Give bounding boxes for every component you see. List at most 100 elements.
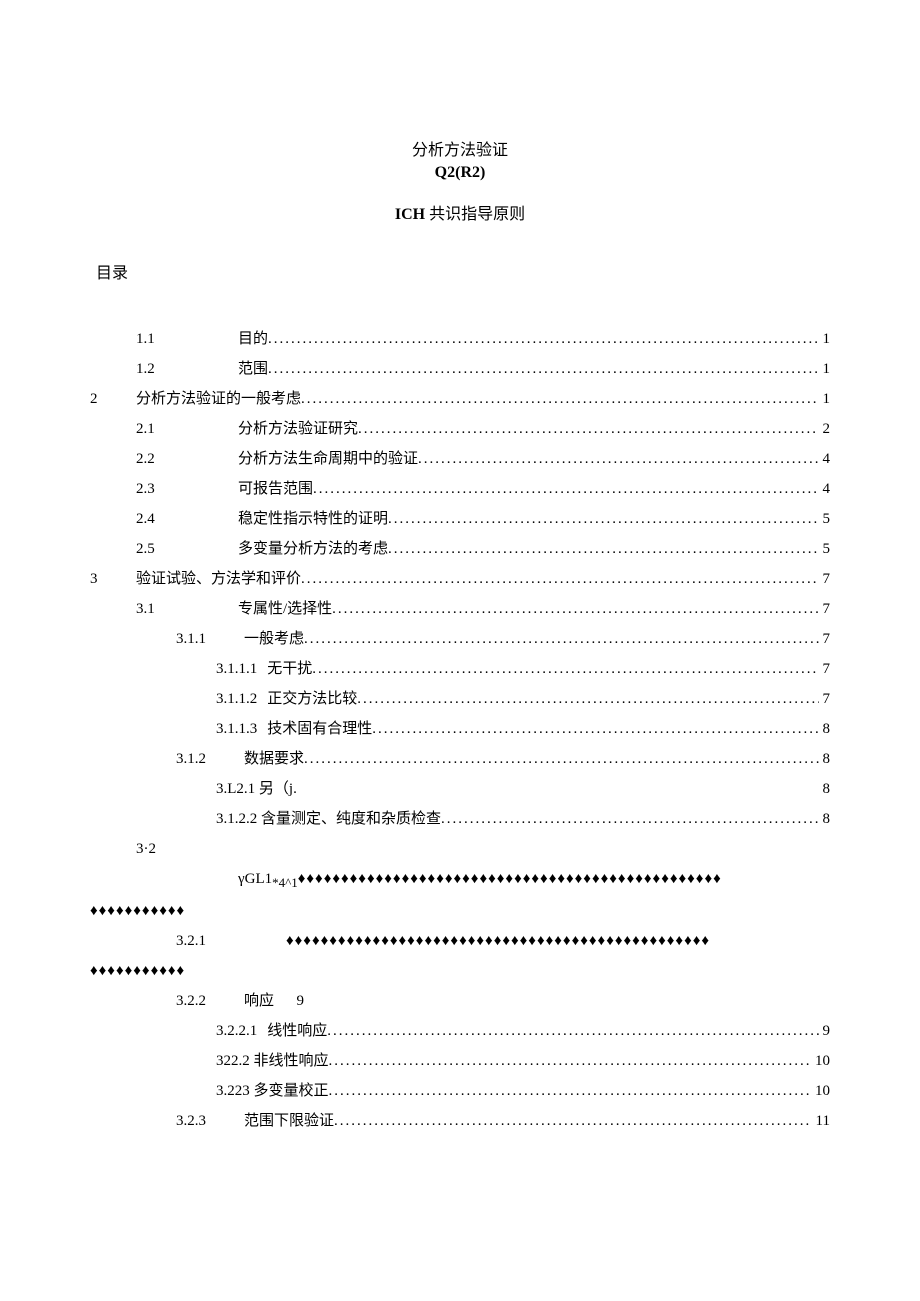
toc-text: 响应 xyxy=(244,986,274,1016)
toc-entry: 3.1.1.1 无干扰..............................… xyxy=(216,654,830,684)
toc-entry: 3.2.3范围下限验证.............................… xyxy=(90,1106,830,1136)
toc-page-number: 4 xyxy=(819,444,831,474)
title-code: Q2(R2) xyxy=(90,162,830,184)
toc-text: 专属性/选择性 xyxy=(238,594,332,624)
toc-number: 3.2.2 xyxy=(176,986,244,1016)
toc-number: 3.1 xyxy=(136,594,238,624)
toc-gap xyxy=(274,986,297,1016)
toc-entry: 3.1.1.3技术固有合理性..........................… xyxy=(216,714,830,744)
toc-page-number: 7 xyxy=(819,654,831,684)
toc-entry: 3.2.2.1线性响应.............................… xyxy=(216,1016,830,1046)
toc-entry: 3·2 xyxy=(90,834,830,864)
toc-entry: 2.2分析方法生命周期中的验证.........................… xyxy=(90,444,830,474)
toc-entry: 3.2.2响应 9 xyxy=(90,986,830,1016)
toc-page-number: 7 xyxy=(819,564,831,594)
toc-entry: 2.3可报告范围................................… xyxy=(90,474,830,504)
toc-leader-dots: ........................................… xyxy=(372,714,818,744)
toc-page-number: 10 xyxy=(811,1046,830,1076)
toc-number: 3 xyxy=(90,564,136,594)
toc-text: 稳定性指示特性的证明 xyxy=(238,504,388,534)
toc-text: 可报告范围 xyxy=(238,474,313,504)
toc-leader-dots: ........................................… xyxy=(358,414,818,444)
toc-leader-dots: ........................................… xyxy=(304,624,818,654)
toc-page-number: 7 xyxy=(819,594,831,624)
toc-text: γGL1*4^1 xyxy=(238,864,298,896)
toc-page-number: 1 xyxy=(819,324,831,354)
toc-page-number: 1 xyxy=(819,354,831,384)
toc-text: 3.L2.1 另（j. xyxy=(216,774,297,804)
toc-diamonds: ♦♦♦♦♦♦♦♦♦♦♦ xyxy=(90,956,185,986)
subtitle-prefix: ICH xyxy=(395,206,425,223)
toc-number: 2.5 xyxy=(136,534,238,564)
toc-leader-dots: ........................................… xyxy=(334,1106,812,1136)
toc-entry: 3.2.1♦♦♦♦♦♦♦♦♦♦♦♦♦♦♦♦♦♦♦♦♦♦♦♦♦♦♦♦♦♦♦♦♦♦♦… xyxy=(90,926,830,956)
toc-leader-dots: ........................................… xyxy=(332,594,818,624)
toc-number: 3.2.3 xyxy=(176,1106,244,1136)
toc-entry: 3.223 多变量校正.............................… xyxy=(216,1076,830,1106)
toc-entry: 2.5多变量分析方法的考虑...........................… xyxy=(90,534,830,564)
toc-number: 3.1.1 xyxy=(176,624,244,654)
toc-text: 无干扰 xyxy=(267,654,312,684)
toc-number: 3.2.2.1 xyxy=(216,1016,257,1046)
toc-entry: 3.1专属性/选择性..............................… xyxy=(90,594,830,624)
toc-leader-dots: ........................................… xyxy=(304,744,818,774)
toc-leader-dots: ........................................… xyxy=(268,324,818,354)
toc-leader-dots: ........................................… xyxy=(301,564,818,594)
table-of-contents: 1.1目的...................................… xyxy=(90,324,830,1136)
toc-number: 2.2 xyxy=(136,444,238,474)
toc-entry: 1.2范围...................................… xyxy=(90,354,830,384)
toc-entry: 2.4稳定性指示特性的证明...........................… xyxy=(90,504,830,534)
toc-number: 3·2 xyxy=(136,834,238,864)
subtitle-rest: 共识指导原则 xyxy=(425,206,525,223)
toc-page-number: 2 xyxy=(819,414,831,444)
toc-number: 3.1.1.3 xyxy=(216,714,257,744)
subtitle: ICH 共识指导原则 xyxy=(90,201,830,230)
toc-leader-dots: ........................................… xyxy=(388,504,818,534)
toc-entry: 322.2 非线性响应.............................… xyxy=(216,1046,830,1076)
toc-text: 范围 xyxy=(238,354,268,384)
toc-number: 3.1.1.1 xyxy=(216,654,257,684)
toc-number: 3.2.1 xyxy=(176,926,286,956)
toc-page-number: 4 xyxy=(819,474,831,504)
toc-page-number: 8 xyxy=(819,804,831,834)
document-header: 分析方法验证 Q2(R2) ICH 共识指导原则 xyxy=(90,140,830,230)
toc-leader-dots: ........................................… xyxy=(312,654,818,684)
toc-entry: 3.1.2.2 含量测定、纯度和杂质检查....................… xyxy=(216,804,830,834)
toc-text: 3.223 多变量校正 xyxy=(216,1076,329,1106)
toc-text: 分析方法生命周期中的验证 xyxy=(238,444,418,474)
toc-page-number: 8 xyxy=(819,714,831,744)
toc-number: 3.1.2 xyxy=(176,744,244,774)
toc-entry: ♦♦♦♦♦♦♦♦♦♦♦ xyxy=(90,896,830,926)
toc-entry: γGL1*4^1♦♦♦♦♦♦♦♦♦♦♦♦♦♦♦♦♦♦♦♦♦♦♦♦♦♦♦♦♦♦♦♦… xyxy=(238,864,830,896)
toc-number: 3.1.1.2 xyxy=(216,684,257,714)
toc-number: 2.1 xyxy=(136,414,238,444)
title-main: 分析方法验证 xyxy=(90,140,830,162)
toc-entry: 2分析方法验证的一般考虑............................… xyxy=(90,384,830,414)
toc-leader-dots: ........................................… xyxy=(418,444,818,474)
toc-diamonds: ♦♦♦♦♦♦♦♦♦♦♦♦♦♦♦♦♦♦♦♦♦♦♦♦♦♦♦♦♦♦♦♦♦♦♦♦♦♦♦♦… xyxy=(298,864,830,894)
toc-entry: ♦♦♦♦♦♦♦♦♦♦♦ xyxy=(90,956,830,986)
toc-number: 2.4 xyxy=(136,504,238,534)
toc-page-number: 8 xyxy=(819,774,831,804)
toc-entry: 3验证试验、方法学和评价............................… xyxy=(90,564,830,594)
toc-number: 1.1 xyxy=(136,324,238,354)
toc-number: 2 xyxy=(90,384,136,414)
toc-text: 目的 xyxy=(238,324,268,354)
toc-number: 1.2 xyxy=(136,354,238,384)
toc-leader-dots: ........................................… xyxy=(388,534,818,564)
toc-page-number: 11 xyxy=(812,1106,830,1136)
toc-leader-dots: ........................................… xyxy=(301,384,818,414)
toc-diamonds: ♦♦♦♦♦♦♦♦♦♦♦ xyxy=(90,896,185,926)
toc-page-number: 7 xyxy=(819,684,831,714)
toc-leader-dots: ........................................… xyxy=(357,684,818,714)
toc-page-number: 7 xyxy=(819,624,831,654)
toc-entry: 3.1.1一般考虑...............................… xyxy=(90,624,830,654)
toc-text: 多变量分析方法的考虑 xyxy=(238,534,388,564)
toc-leader-dots: ........................................… xyxy=(313,474,818,504)
toc-entry: 3.1.1.2 正交方法比较...........................… xyxy=(216,684,830,714)
toc-text: 正交方法比较 xyxy=(267,684,357,714)
toc-page-number: 5 xyxy=(819,534,831,564)
toc-text: 322.2 非线性响应 xyxy=(216,1046,329,1076)
toc-text: 验证试验、方法学和评价 xyxy=(136,564,301,594)
toc-text: 范围下限验证 xyxy=(244,1106,334,1136)
